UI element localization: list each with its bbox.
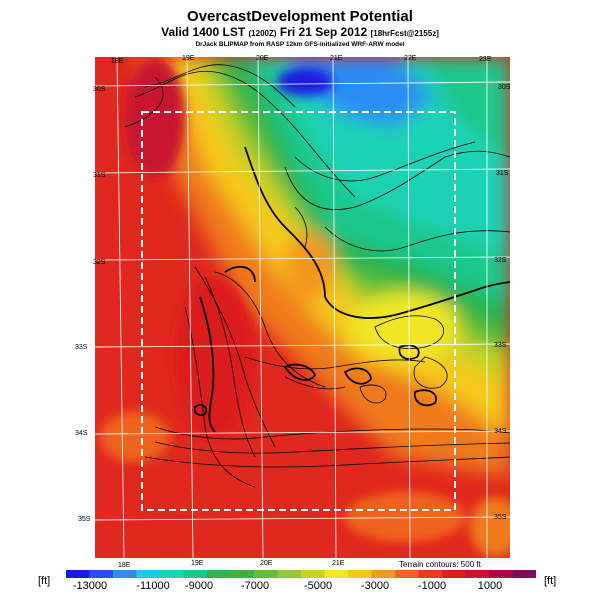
colorbar-swatch	[136, 570, 161, 578]
valid-time-utc: (1200Z)	[248, 29, 277, 38]
lon-label-bottom: 20E	[260, 560, 273, 567]
lat-label-left: 31S	[93, 172, 106, 179]
lon-label-top: 21E	[330, 55, 343, 62]
colorbar-tick-label: -9000	[184, 580, 214, 592]
map-title: OvercastDevelopment Potential	[187, 8, 413, 25]
lat-label-left: 32S	[93, 259, 106, 266]
valid-date: Fri 21 Sep 2012	[279, 25, 368, 39]
terrain-contours-major	[193, 146, 510, 433]
colorbar-swatch	[465, 570, 490, 578]
lat-lon-grid	[95, 57, 510, 558]
colorbar-swatch	[371, 570, 396, 578]
map-subtitle: Valid 1400 LST (1200Z) Fri 21 Sep 2012 […	[0, 25, 600, 39]
lat-label-left: 33S	[75, 344, 88, 351]
lat-label-left: 34S	[75, 430, 88, 437]
colorbar-swatch	[207, 570, 231, 578]
field-shading	[135, 57, 510, 477]
colorbar	[66, 570, 536, 578]
forecast-map-svg	[95, 57, 510, 558]
colorbar-tick-label: -5000	[303, 580, 333, 592]
lon-label-top: 19E	[182, 55, 195, 62]
unit-label-right: [ft]	[544, 575, 557, 587]
lon-label-bottom: 18E	[118, 562, 131, 569]
lon-label-top: 20E	[256, 55, 269, 62]
colorbar-swatch	[301, 570, 325, 578]
lon-label-bottom: 19E	[191, 560, 204, 567]
lon-label-top: 22E	[404, 55, 417, 62]
colorbar-swatch	[230, 570, 255, 578]
colorbar-tick-label: 1000	[477, 580, 503, 592]
colorbar-swatch	[183, 570, 208, 578]
unit-label-left: [ft]	[38, 575, 51, 587]
lat-label-right: 31S	[496, 170, 509, 177]
lat-label-left: 35S	[78, 516, 91, 523]
colorbar-swatch	[512, 570, 536, 578]
lat-label-left: 30S	[93, 86, 106, 93]
lon-label-bottom: 21E	[332, 560, 345, 567]
model-credit: DrJack BLIPMAP from RASP 12km GFS-initia…	[195, 41, 405, 48]
colorbar-swatch	[418, 570, 443, 578]
lon-label-top: 18E	[111, 58, 124, 65]
colorbar-tick-label: -13000	[72, 580, 108, 592]
colorbar-swatch	[277, 570, 302, 578]
colorbar-swatch	[324, 570, 349, 578]
colorbar-tick-label: -11000	[136, 580, 170, 592]
forecast-map	[95, 57, 510, 558]
terrain-contours	[124, 64, 510, 488]
colorbar-swatch	[489, 570, 513, 578]
terrain-contour-note: Terrain contours: 500 ft	[399, 560, 481, 569]
colorbar-swatch	[113, 570, 137, 578]
lat-label-right: 33S	[494, 342, 507, 349]
lat-label-right: 30S	[498, 84, 511, 91]
colorbar-tick-label: -3000	[360, 580, 390, 592]
colorbar-swatch	[89, 570, 114, 578]
colorbar-tick-label: -1000	[417, 580, 447, 592]
colorbar-swatch	[348, 570, 372, 578]
forecast-info: [18hrFcst@2155z]	[370, 29, 439, 38]
colorbar-tick-label: -7000	[240, 580, 270, 592]
colorbar-swatch	[442, 570, 466, 578]
colorbar-swatch	[395, 570, 419, 578]
inner-domain-box	[141, 111, 456, 511]
lat-label-right: 32S	[494, 257, 507, 264]
lat-label-right: 35S	[494, 514, 507, 521]
colorbar-swatch	[160, 570, 184, 578]
colorbar-swatch	[66, 570, 90, 578]
valid-time: Valid 1400 LST	[161, 25, 246, 39]
lat-label-right: 34S	[494, 428, 507, 435]
colorbar-swatch	[254, 570, 278, 578]
lon-label-top: 23E	[479, 56, 492, 63]
